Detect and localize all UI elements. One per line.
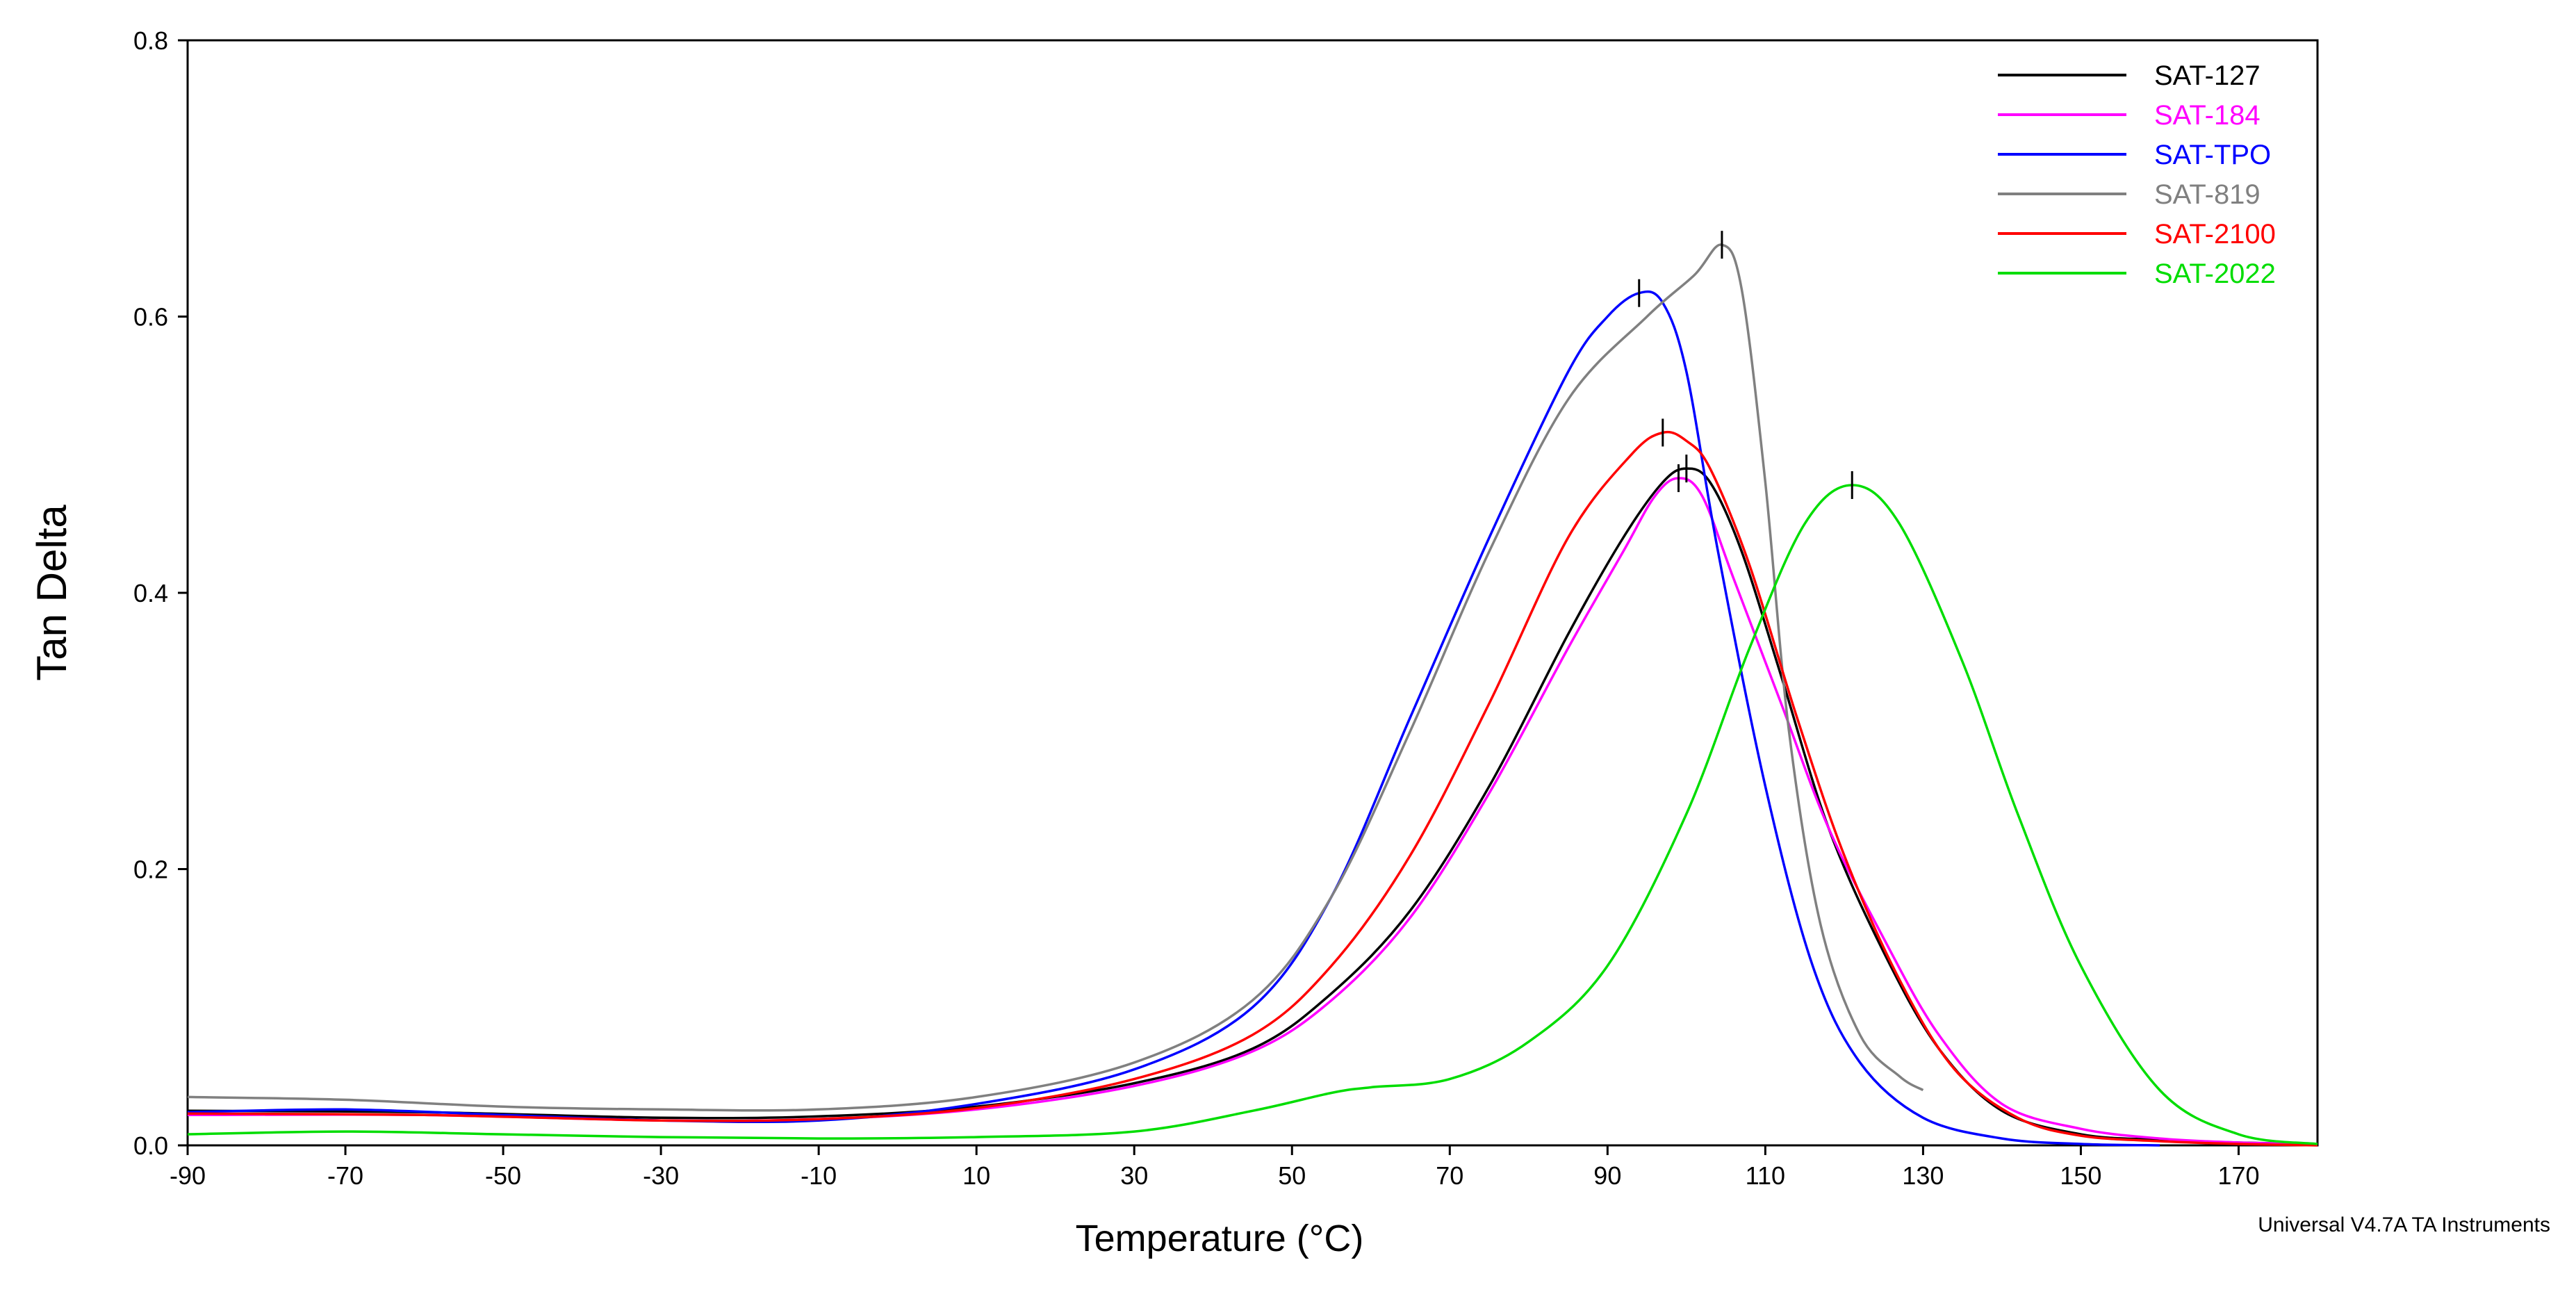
x-tick-label: -90 <box>170 1161 206 1190</box>
series-line-sat-184 <box>187 477 2318 1145</box>
series-line-sat-819 <box>187 243 1924 1112</box>
series-line-sat-tpo <box>187 290 2160 1147</box>
series-lines <box>187 243 2318 1147</box>
peak-markers <box>1638 231 1853 499</box>
legend-label: SAT-2022 <box>2154 259 2276 289</box>
x-tick-label: 110 <box>1746 1161 1785 1190</box>
legend-label: SAT-127 <box>2154 60 2261 91</box>
y-tick-label: 0.0 <box>133 1131 168 1160</box>
series-line-sat-2022 <box>187 484 2318 1145</box>
x-tick-label: -30 <box>643 1161 679 1190</box>
x-axis-title: Temperature (°C) <box>1076 1218 1364 1259</box>
legend: SAT-127 SAT-184 SAT-TPO SAT-819 SAT-2100 SAT-… <box>1998 60 2276 289</box>
x-tick-label: 130 <box>1902 1161 1944 1190</box>
legend-label: SAT-2100 <box>2154 219 2276 250</box>
x-tick-label: -70 <box>327 1161 363 1190</box>
legend-label: SAT-TPO <box>2154 140 2271 170</box>
y-axis-title: Tan Delta <box>28 505 75 681</box>
instrument-footer: Universal V4.7A TA Instruments <box>2258 1213 2550 1236</box>
x-tick-label: 50 <box>1278 1161 1306 1190</box>
x-axis: -90 -70 -50 -30 -10 10 30 50 70 90 110 130 150 170 <box>170 1145 2260 1190</box>
x-tick-label: 90 <box>1593 1161 1621 1190</box>
y-tick-label: 0.4 <box>133 579 168 607</box>
x-tick-label: -50 <box>485 1161 521 1190</box>
x-tick-label: 30 <box>1120 1161 1148 1190</box>
plot-area-frame <box>186 39 2319 1147</box>
y-tick-label: 0.8 <box>133 26 168 55</box>
y-tick-label: 0.6 <box>133 303 168 332</box>
y-axis: 0.0 0.2 0.4 0.6 0.8 <box>133 26 188 1160</box>
x-tick-label: 70 <box>1436 1161 1463 1190</box>
legend-label: SAT-184 <box>2154 100 2261 131</box>
series-line-sat-127 <box>187 467 2318 1145</box>
legend-label: SAT-819 <box>2154 179 2261 210</box>
x-tick-label: 170 <box>2217 1161 2259 1190</box>
x-tick-label: -10 <box>801 1161 837 1190</box>
x-tick-label: 10 <box>962 1161 990 1190</box>
y-tick-label: 0.2 <box>133 856 168 884</box>
series-line-sat-2100 <box>187 430 2318 1147</box>
x-tick-label: 150 <box>2060 1161 2101 1190</box>
